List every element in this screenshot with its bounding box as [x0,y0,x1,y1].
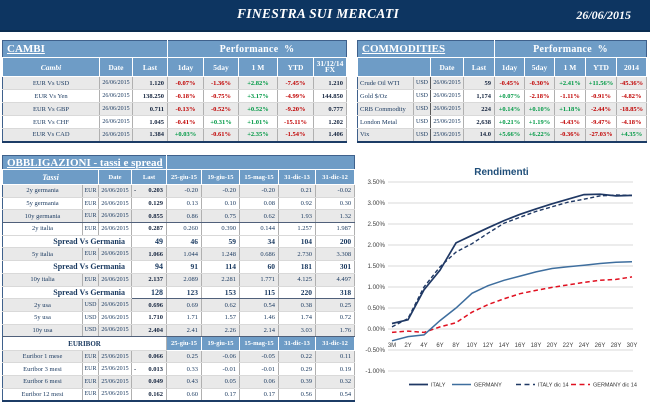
svg-text:4Y: 4Y [420,343,427,349]
svg-text:0.00%: 0.00% [367,326,385,333]
svg-text:3.00%: 3.00% [367,200,385,207]
svg-text:10Y: 10Y [467,343,478,349]
svg-text:2.50%: 2.50% [367,221,385,228]
svg-text:ITALY dic 14: ITALY dic 14 [538,383,569,389]
svg-text:-0.50%: -0.50% [365,347,385,354]
svg-text:8Y: 8Y [452,343,459,349]
svg-text:-1.00%: -1.00% [365,368,385,375]
svg-text:1.50%: 1.50% [367,263,385,270]
svg-text:ITALY: ITALY [431,383,446,389]
svg-text:28Y: 28Y [611,343,622,349]
svg-text:18Y: 18Y [531,343,542,349]
svg-text:12Y: 12Y [483,343,494,349]
svg-text:26Y: 26Y [595,343,606,349]
svg-text:Rendimenti: Rendimenti [474,167,529,178]
svg-text:22Y: 22Y [563,343,574,349]
svg-text:2Y: 2Y [404,343,411,349]
svg-text:1.00%: 1.00% [367,284,385,291]
svg-text:3M: 3M [388,343,396,349]
svg-text:20Y: 20Y [547,343,558,349]
svg-text:3.50%: 3.50% [367,179,385,186]
svg-text:6Y: 6Y [436,343,443,349]
svg-text:30Y: 30Y [627,343,638,349]
svg-text:2.00%: 2.00% [367,242,385,249]
svg-text:24Y: 24Y [579,343,590,349]
svg-text:GERMANY: GERMANY [474,383,502,389]
svg-text:GERMANY dic 14: GERMANY dic 14 [593,383,637,389]
svg-text:0.50%: 0.50% [367,305,385,312]
svg-text:16Y: 16Y [515,343,526,349]
svg-text:14Y: 14Y [499,343,510,349]
